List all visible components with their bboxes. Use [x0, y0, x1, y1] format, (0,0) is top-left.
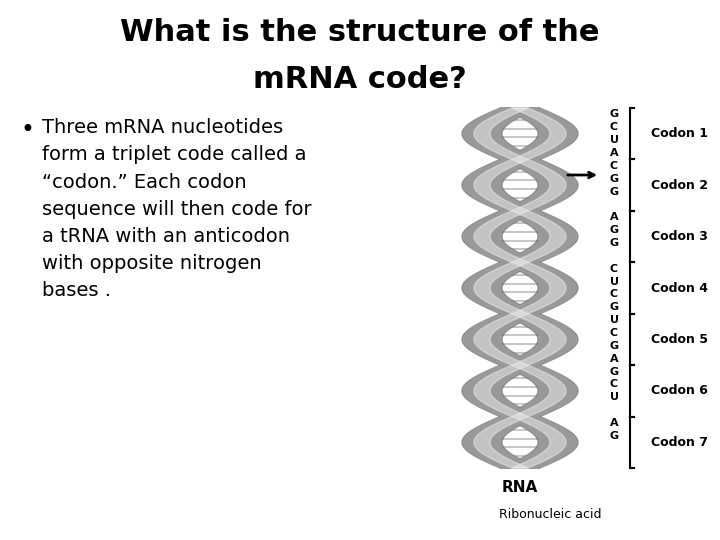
Text: Ribonucleic acid: Ribonucleic acid — [499, 508, 601, 521]
Text: G: G — [610, 174, 619, 184]
Text: RNA: RNA — [502, 480, 538, 495]
Text: Codon 2: Codon 2 — [651, 179, 708, 192]
Text: C: C — [610, 122, 618, 132]
Text: C: C — [610, 161, 618, 171]
Text: U: U — [610, 392, 619, 402]
Text: G: G — [610, 341, 619, 351]
Text: C: C — [610, 380, 618, 389]
Text: G: G — [610, 110, 619, 119]
Text: G: G — [610, 238, 619, 248]
Text: mRNA code?: mRNA code? — [253, 65, 467, 94]
Text: Codon 5: Codon 5 — [651, 333, 708, 346]
Text: Codon 6: Codon 6 — [651, 384, 708, 397]
Text: C: C — [610, 289, 618, 299]
Text: G: G — [610, 367, 619, 376]
Text: Codon 7: Codon 7 — [651, 436, 708, 449]
Polygon shape — [464, 108, 576, 468]
Text: Three mRNA nucleotides
form a triplet code called a
“codon.” Each codon
sequence: Three mRNA nucleotides form a triplet co… — [42, 118, 312, 300]
Polygon shape — [462, 108, 578, 468]
Text: Codon 3: Codon 3 — [651, 230, 708, 243]
Text: A: A — [610, 418, 618, 428]
Text: G: G — [610, 431, 619, 441]
Text: •: • — [20, 118, 34, 142]
Text: Codon 4: Codon 4 — [651, 281, 708, 294]
Text: Codon 1: Codon 1 — [651, 127, 708, 140]
Text: G: G — [610, 187, 619, 197]
Text: U: U — [610, 276, 619, 287]
Text: G: G — [610, 302, 619, 312]
Text: A: A — [610, 148, 618, 158]
Text: C: C — [610, 328, 618, 338]
Text: U: U — [610, 315, 619, 325]
Text: What is the structure of the: What is the structure of the — [120, 18, 600, 47]
Polygon shape — [474, 108, 566, 468]
Text: U: U — [610, 135, 619, 145]
Text: C: C — [610, 264, 618, 274]
Polygon shape — [464, 108, 576, 468]
Text: A: A — [610, 212, 618, 222]
Polygon shape — [474, 108, 566, 468]
Text: G: G — [610, 225, 619, 235]
Text: A: A — [610, 354, 618, 364]
Polygon shape — [462, 108, 578, 468]
